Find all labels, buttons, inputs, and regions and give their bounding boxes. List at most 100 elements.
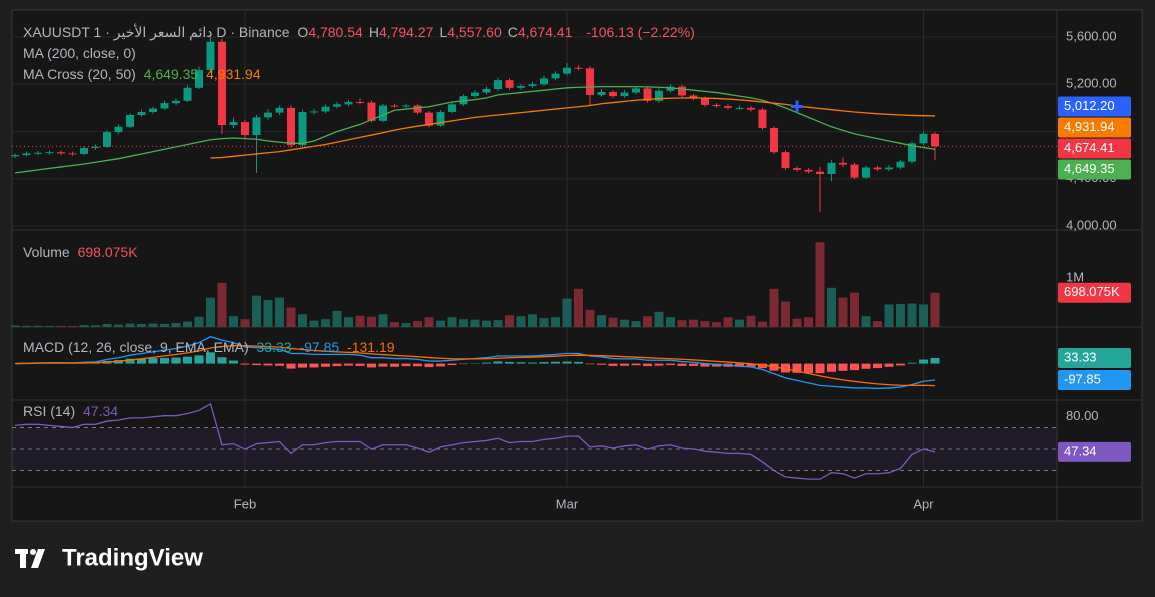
price-badge [1058, 138, 1131, 159]
candle-body [689, 95, 698, 99]
macd-hist [758, 363, 767, 369]
candle-body [126, 114, 134, 127]
volume-bar [643, 316, 652, 327]
macd-hist [344, 363, 353, 366]
candle-body [609, 91, 617, 97]
candle-body [862, 167, 870, 178]
macd-hist [551, 361, 560, 364]
ma20-value: 4,649.35 [143, 66, 199, 82]
volume-badge [1058, 282, 1131, 303]
volume-bar [861, 316, 871, 327]
rsi-legend: RSI (14) 47.34 [23, 403, 122, 419]
candle-body [241, 122, 249, 136]
candle-body [298, 112, 307, 146]
macd-hist [884, 363, 894, 367]
volume-bar [505, 315, 514, 327]
macd-hist [585, 363, 595, 365]
candle-body [781, 152, 790, 169]
macd-hist [620, 363, 629, 366]
candle-body [620, 92, 629, 97]
candle-body [666, 86, 675, 91]
volume-bar [22, 325, 31, 327]
y-tick-label: 5,600.00 [1066, 28, 1117, 43]
volume-bar [332, 310, 342, 327]
candle-body [586, 68, 594, 95]
macd-hist [424, 363, 434, 368]
volume-bar [33, 325, 43, 327]
macd-hist [493, 361, 503, 364]
macd-hist [160, 357, 169, 364]
y-tick-label: 1M [1066, 269, 1084, 284]
price-badge [1058, 96, 1131, 117]
y-tick-label: 5,200.00 [1066, 76, 1117, 91]
volume-bar [217, 282, 227, 327]
volume-bar [137, 324, 146, 327]
macd-hist [781, 363, 790, 373]
ma-line [14, 85, 936, 174]
volume-bar [91, 325, 100, 327]
volume-bar [298, 314, 307, 327]
price-badge-label: 5,012.20 [1064, 98, 1115, 113]
macd-hist [850, 363, 859, 371]
macd-legend: MACD (12, 26, close, 9, EMA, EMA) 33.33 … [23, 339, 399, 355]
macd-hist [355, 363, 365, 366]
candle-body [137, 112, 146, 115]
signal-value: -131.19 [347, 339, 395, 355]
candle-body [11, 155, 19, 157]
candle-body [356, 101, 364, 103]
ohlc-value: 4,674.41 [517, 24, 573, 40]
volume-bar [436, 320, 445, 327]
candle-body [402, 105, 410, 107]
macd-badge-label: 33.33 [1064, 349, 1097, 364]
macd-hist [482, 362, 491, 364]
volume-bar [700, 321, 710, 327]
price-legend: XAUUSDT 1 · دائم السعر الأخير D · Binanc… [23, 24, 699, 41]
macd-badge [1058, 370, 1131, 391]
candle-body [91, 146, 100, 149]
volume-bar [804, 317, 813, 327]
macd-hist [919, 359, 928, 364]
macd-hist [309, 363, 319, 368]
volume-bar [907, 303, 917, 327]
candle-body [896, 161, 905, 168]
macd-hist [689, 363, 698, 366]
candle-body [551, 73, 560, 79]
macd-hist [666, 363, 675, 366]
volume-bar [493, 320, 503, 327]
volume-bar [896, 303, 905, 327]
macd-hist [401, 363, 411, 367]
price-badge-label: 4,649.35 [1064, 161, 1115, 176]
macd-hist [712, 363, 721, 367]
volume-legend: Volume 698.075K [23, 244, 142, 260]
macd-hist [861, 363, 871, 369]
macd-hist [804, 363, 813, 373]
macd-hist [148, 358, 158, 364]
macd-line [14, 344, 936, 387]
volume-bar [838, 297, 848, 327]
candle-body [195, 70, 203, 88]
y-tick-label: 80.00 [1066, 408, 1099, 423]
volume-bar [884, 304, 894, 327]
x-tick-label: Feb [234, 496, 256, 511]
ohlc-value: 4,780.54 [308, 24, 363, 40]
volume-bar [597, 315, 606, 327]
volume-bar [574, 288, 583, 327]
macd-hist [263, 363, 273, 366]
volume-bar [930, 292, 940, 327]
volume-bar [677, 320, 687, 327]
ohlc-key: H [368, 24, 379, 40]
macd-hist [873, 363, 882, 369]
volume-bar [792, 318, 802, 327]
volume-bar [585, 309, 595, 327]
ohlc-key: C [507, 24, 518, 40]
tradingview-logo [15, 549, 45, 568]
macd-hist [459, 363, 468, 365]
macd-hist [321, 363, 330, 367]
x-tick-label: Apr [913, 496, 934, 511]
ma-line [210, 97, 936, 159]
candle-body [482, 89, 491, 93]
macd-hist [792, 363, 802, 373]
candle-body [747, 107, 755, 110]
candle-body [333, 104, 341, 107]
volume-bar [321, 319, 330, 327]
